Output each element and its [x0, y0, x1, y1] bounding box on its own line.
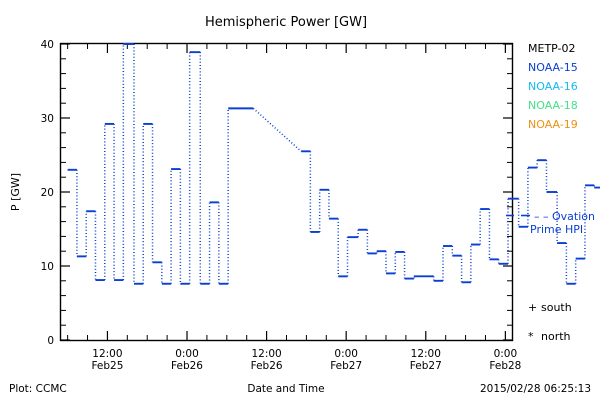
- legend-satellites: METP-02 NOAA-15 NOAA-16 NOAA-18 NOAA-19: [528, 42, 578, 131]
- north-marker-glyph: *: [528, 330, 534, 343]
- y-tick-label: 0: [47, 335, 54, 347]
- footer-timestamp: 2015/02/28 06:25:13: [480, 383, 591, 395]
- y-axis-tick-labels: 0 10 20 30 40: [41, 39, 54, 347]
- chart-title: Hemispheric Power [GW]: [205, 15, 367, 30]
- legend-markers: + south * north: [528, 301, 572, 343]
- north-marker-label: north: [541, 330, 571, 343]
- legend-item-metp-02: METP-02: [528, 42, 576, 55]
- x-tick-label-time: 12:00: [92, 348, 122, 360]
- x-tick-label-date: Feb27: [410, 360, 442, 372]
- legend-item-noaa-18: NOAA-18: [528, 99, 578, 112]
- y-tick-label: 10: [41, 261, 54, 273]
- south-marker-glyph: +: [528, 301, 537, 314]
- x-tick-label-date: Feb26: [251, 360, 283, 372]
- x-tick-label-time: 12:00: [411, 348, 441, 360]
- x-tick-label-time: 0:00: [334, 348, 358, 360]
- x-tick-label-time: 0:00: [494, 348, 518, 360]
- legend-item-noaa-15: NOAA-15: [528, 61, 578, 74]
- data-connector-segment: [252, 107, 302, 152]
- y-tick-label: 40: [41, 39, 54, 51]
- plot-frame: [59, 42, 514, 342]
- ovation-legend-label-line2: Prime HPI: [530, 223, 583, 236]
- y-tick-label: 30: [41, 113, 54, 125]
- x-tick-label-time: 0:00: [175, 348, 199, 360]
- legend-ovation: – – Ovation Prime HPI: [506, 210, 595, 236]
- footer-plot-source: Plot: CCMC: [9, 383, 67, 395]
- x-tick-label-date: Feb27: [330, 360, 362, 372]
- x-axis-title: Date and Time: [247, 383, 324, 395]
- legend-item-noaa-16: NOAA-16: [528, 80, 578, 93]
- y-axis-title: P [GW]: [9, 173, 22, 211]
- legend-item-noaa-19: NOAA-19: [528, 118, 578, 131]
- x-tick-label-date: Feb28: [489, 360, 521, 372]
- x-axis-tick-labels: 12:00Feb250:00Feb2612:00Feb260:00Feb2712…: [91, 348, 521, 372]
- y-axis-ticks: [61, 43, 512, 341]
- ovation-legend-label-line1: – – Ovation: [534, 210, 595, 223]
- x-tick-label-date: Feb25: [91, 360, 123, 372]
- data-series-group: [67, 43, 600, 285]
- south-marker-label: south: [541, 301, 572, 314]
- x-tick-label-time: 12:00: [251, 348, 281, 360]
- x-axis-ticks: [67, 44, 506, 340]
- x-tick-label-date: Feb26: [171, 360, 203, 372]
- y-tick-label: 20: [41, 187, 54, 199]
